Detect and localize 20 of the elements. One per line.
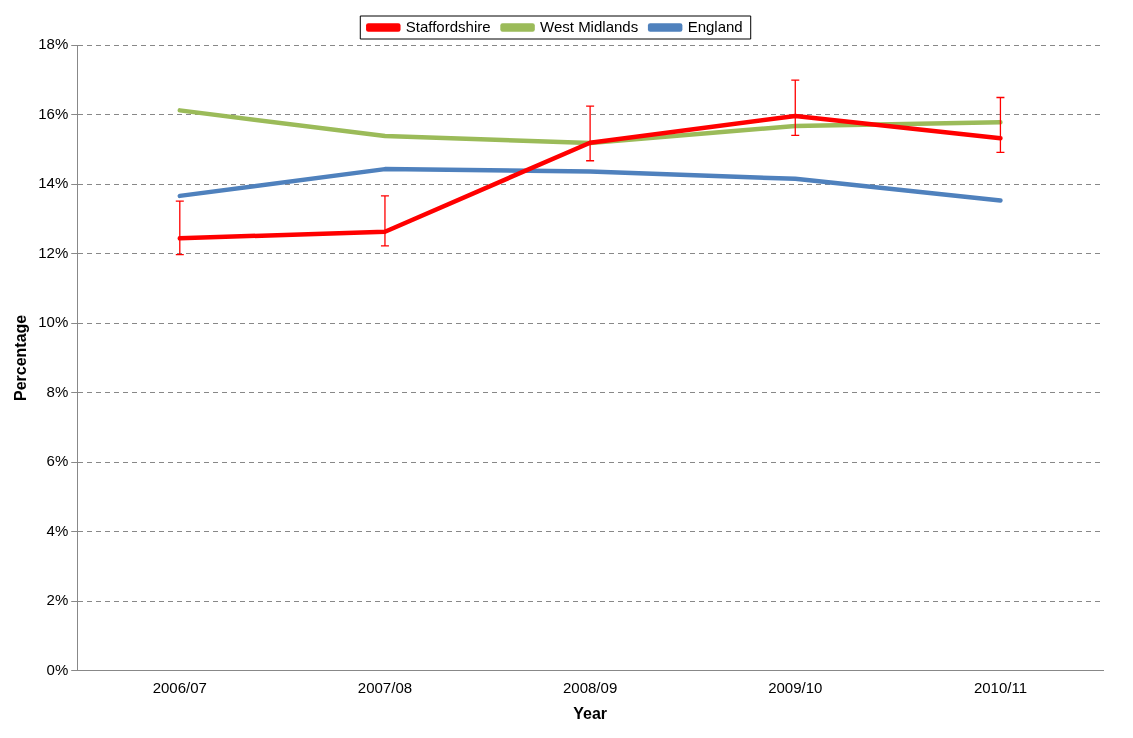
y-tick-label: 10% bbox=[38, 313, 69, 331]
legend-label: West Midlands bbox=[540, 17, 639, 35]
x-tick-label: 2008/09 bbox=[562, 678, 618, 696]
y-tick-label: 14% bbox=[38, 174, 69, 192]
legend-label: England bbox=[687, 17, 743, 35]
legend-label: Staffordshire bbox=[405, 17, 491, 35]
y-tick-label: 4% bbox=[46, 521, 69, 539]
y-tick-label: 16% bbox=[38, 104, 69, 122]
x-tick-label: 2010/11 bbox=[973, 678, 1027, 696]
x-tick-label: 2006/07 bbox=[152, 678, 207, 696]
y-tick-label: 0% bbox=[46, 660, 69, 678]
y-tick-label: 6% bbox=[46, 452, 69, 470]
y-tick-label: 8% bbox=[46, 382, 69, 400]
x-tick-label: 2007/08 bbox=[357, 678, 413, 696]
y-tick-label: 12% bbox=[38, 243, 69, 261]
x-tick-label: 2009/10 bbox=[768, 678, 823, 696]
y-axis-title: Percentage bbox=[12, 314, 30, 402]
y-tick-label: 18% bbox=[38, 35, 69, 53]
x-axis-title: Year bbox=[573, 704, 608, 722]
y-tick-label: 2% bbox=[46, 591, 69, 609]
